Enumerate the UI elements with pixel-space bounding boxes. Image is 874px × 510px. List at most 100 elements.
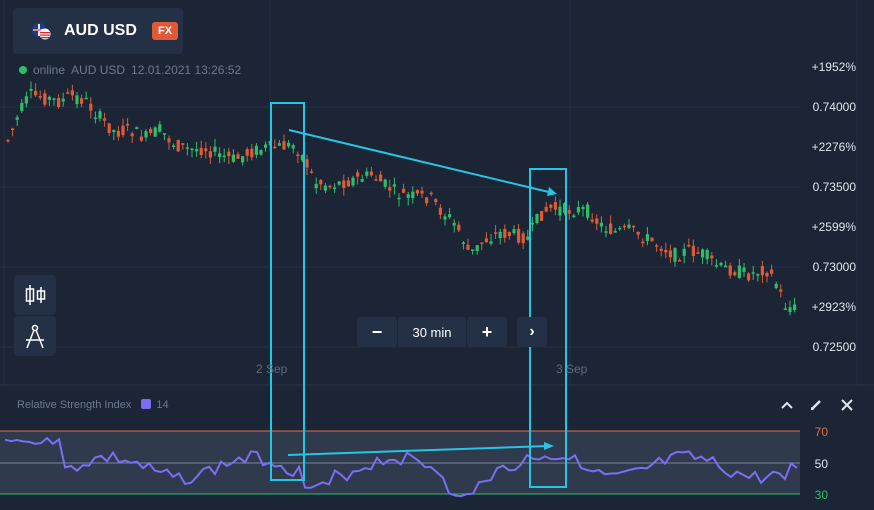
candle-body — [356, 172, 360, 177]
candle-body — [760, 266, 764, 276]
candle-body — [471, 249, 475, 251]
candle-body — [457, 224, 461, 231]
rsi-line — [4, 436, 798, 498]
candle-body — [374, 179, 378, 181]
candle-body — [429, 192, 433, 195]
candle-body — [93, 117, 97, 119]
close-icon[interactable] — [839, 397, 855, 413]
timeframe-value[interactable]: 30 min — [398, 317, 466, 347]
candle-body — [678, 260, 682, 262]
candle-body — [687, 244, 691, 247]
status-timestamp: 12.01.2021 13:26:52 — [131, 63, 242, 77]
candle-body — [167, 138, 171, 143]
price-label: 0.73000 — [812, 260, 856, 274]
candle-body — [89, 103, 93, 111]
candle-body — [549, 204, 553, 208]
candle-body — [388, 187, 392, 191]
candle-body — [57, 98, 61, 107]
candle-body — [682, 248, 686, 256]
candle-body — [659, 248, 663, 251]
candle-body — [645, 234, 649, 241]
rsi-level-30: 30 — [814, 488, 828, 502]
candle-body — [296, 154, 300, 157]
candle-body — [29, 88, 33, 91]
chart-type-button[interactable] — [14, 275, 56, 315]
candle-body — [103, 118, 107, 121]
candle-body — [461, 242, 465, 244]
candle-body — [360, 179, 364, 182]
candle-body — [144, 131, 148, 138]
candle-body — [563, 203, 567, 213]
candle-body — [121, 125, 125, 136]
asset-selector[interactable]: AUD USD FX — [13, 8, 183, 54]
candle-body — [176, 140, 180, 152]
asset-name: AUD USD — [64, 22, 137, 39]
candle-body — [742, 267, 746, 272]
candle-body — [245, 149, 249, 156]
candle-body — [484, 238, 488, 243]
candle-body — [52, 98, 56, 100]
candlestick-icon — [25, 285, 46, 305]
candle-body — [779, 289, 783, 292]
candle-body — [277, 143, 281, 146]
candle-body — [590, 219, 594, 222]
candle-body — [213, 146, 217, 152]
online-dot-icon — [19, 66, 27, 74]
candle-body — [553, 202, 557, 210]
candle-body — [291, 145, 295, 149]
candle-body — [135, 127, 139, 129]
edit-icon[interactable] — [808, 397, 824, 413]
time-label: 3 Sep — [556, 362, 588, 376]
candle-body — [66, 92, 70, 94]
rsi-color-swatch — [141, 399, 152, 409]
candle-body — [650, 237, 654, 241]
rsi-level-50: 50 — [814, 457, 828, 471]
payout-label: +2923% — [811, 300, 856, 314]
status-state: online — [33, 63, 66, 77]
candle-body — [337, 181, 341, 185]
candle-body — [365, 171, 369, 176]
candle-body — [774, 284, 778, 289]
candle-body — [714, 265, 718, 267]
payout-label: +2599% — [811, 220, 856, 234]
candle-body — [402, 188, 406, 193]
candle-body — [6, 139, 10, 142]
candle-body — [139, 136, 143, 141]
zoom-in-button[interactable]: + — [467, 317, 507, 347]
candle-body — [218, 153, 222, 157]
candle-body — [503, 229, 507, 238]
collapse-icon[interactable] — [779, 397, 795, 413]
candle-body — [793, 304, 797, 310]
candle-body — [84, 97, 88, 100]
drawing-tools-button[interactable] — [14, 316, 56, 356]
candle-body — [452, 222, 456, 226]
candle-body — [20, 103, 24, 112]
candle-body — [733, 272, 737, 276]
candle-body — [236, 154, 240, 159]
rsi-period: 14 — [156, 399, 169, 411]
candle-body — [406, 194, 410, 198]
candle-body — [544, 206, 548, 212]
scroll-right-button[interactable]: › — [517, 317, 547, 347]
candle-body — [586, 204, 590, 218]
candle-body — [116, 130, 120, 137]
zoom-out-button[interactable]: − — [357, 317, 397, 347]
candle-body — [153, 127, 157, 137]
candle-body — [34, 90, 38, 96]
candle-body — [572, 215, 576, 217]
candle-body — [158, 124, 162, 132]
candle-body — [383, 179, 387, 187]
candle-body — [80, 98, 84, 104]
candle-body — [172, 145, 176, 147]
status-line: online AUD USD 12.01.2021 13:26:52 — [19, 63, 247, 77]
candle-body — [190, 148, 194, 151]
candle-body — [199, 147, 203, 155]
candle-body — [438, 207, 442, 215]
candle-body — [70, 90, 74, 96]
candle-body — [489, 241, 493, 244]
aud-usd-flag-icon — [32, 23, 51, 40]
status-symbol: AUD USD — [71, 63, 126, 77]
candle-body — [673, 248, 677, 262]
candle-body — [305, 159, 309, 168]
